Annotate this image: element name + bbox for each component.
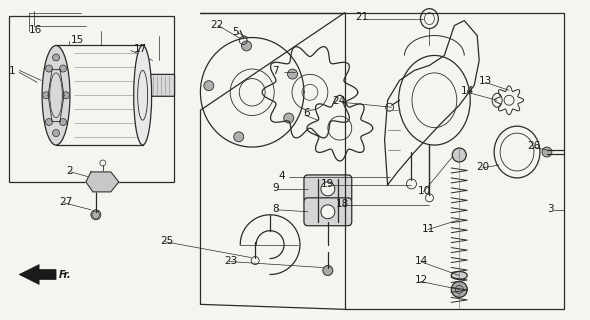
FancyBboxPatch shape <box>304 175 352 203</box>
Text: 10: 10 <box>418 186 431 196</box>
Text: 14: 14 <box>415 256 428 266</box>
Text: 2: 2 <box>66 166 73 176</box>
Text: 5: 5 <box>232 27 239 36</box>
Text: 9: 9 <box>272 183 278 193</box>
Text: 21: 21 <box>356 12 369 22</box>
Circle shape <box>60 118 67 125</box>
Text: 1: 1 <box>9 66 16 76</box>
Circle shape <box>53 54 60 61</box>
Circle shape <box>542 147 552 157</box>
Circle shape <box>204 81 214 91</box>
Text: 26: 26 <box>527 141 540 151</box>
Text: 24: 24 <box>332 96 345 106</box>
Text: 6: 6 <box>303 108 310 118</box>
Circle shape <box>45 118 53 125</box>
Text: 11: 11 <box>421 224 435 234</box>
Text: 8: 8 <box>272 204 278 214</box>
Bar <box>9 16 173 182</box>
Circle shape <box>63 92 70 99</box>
Circle shape <box>321 205 335 219</box>
Circle shape <box>45 65 53 72</box>
Polygon shape <box>19 265 56 284</box>
Text: 16: 16 <box>29 25 42 35</box>
Circle shape <box>53 130 60 137</box>
Text: 27: 27 <box>59 197 73 207</box>
Text: 15: 15 <box>71 35 84 44</box>
Text: 25: 25 <box>160 236 174 246</box>
Ellipse shape <box>134 45 152 145</box>
Text: 3: 3 <box>547 204 553 214</box>
FancyBboxPatch shape <box>304 198 352 226</box>
Text: 19: 19 <box>321 179 334 189</box>
Circle shape <box>323 266 333 276</box>
Circle shape <box>241 41 251 51</box>
Text: 22: 22 <box>211 20 224 29</box>
Text: 12: 12 <box>415 276 428 285</box>
Ellipse shape <box>42 45 70 145</box>
Ellipse shape <box>451 282 467 297</box>
Text: 23: 23 <box>224 256 238 266</box>
Text: 20: 20 <box>476 162 489 172</box>
Ellipse shape <box>451 271 467 279</box>
Text: 7: 7 <box>272 66 278 76</box>
Text: 13: 13 <box>479 76 493 86</box>
Circle shape <box>42 92 50 99</box>
FancyBboxPatch shape <box>145 74 175 96</box>
Circle shape <box>321 182 335 196</box>
Polygon shape <box>86 172 119 192</box>
Text: 18: 18 <box>336 199 349 209</box>
Text: Fr.: Fr. <box>59 269 71 279</box>
Circle shape <box>91 210 101 220</box>
Circle shape <box>234 132 244 142</box>
Text: 4: 4 <box>278 171 285 181</box>
Circle shape <box>453 148 466 162</box>
Text: 17: 17 <box>134 44 147 54</box>
Circle shape <box>287 69 297 79</box>
Circle shape <box>284 113 294 123</box>
Text: 14: 14 <box>461 86 474 96</box>
Circle shape <box>60 65 67 72</box>
